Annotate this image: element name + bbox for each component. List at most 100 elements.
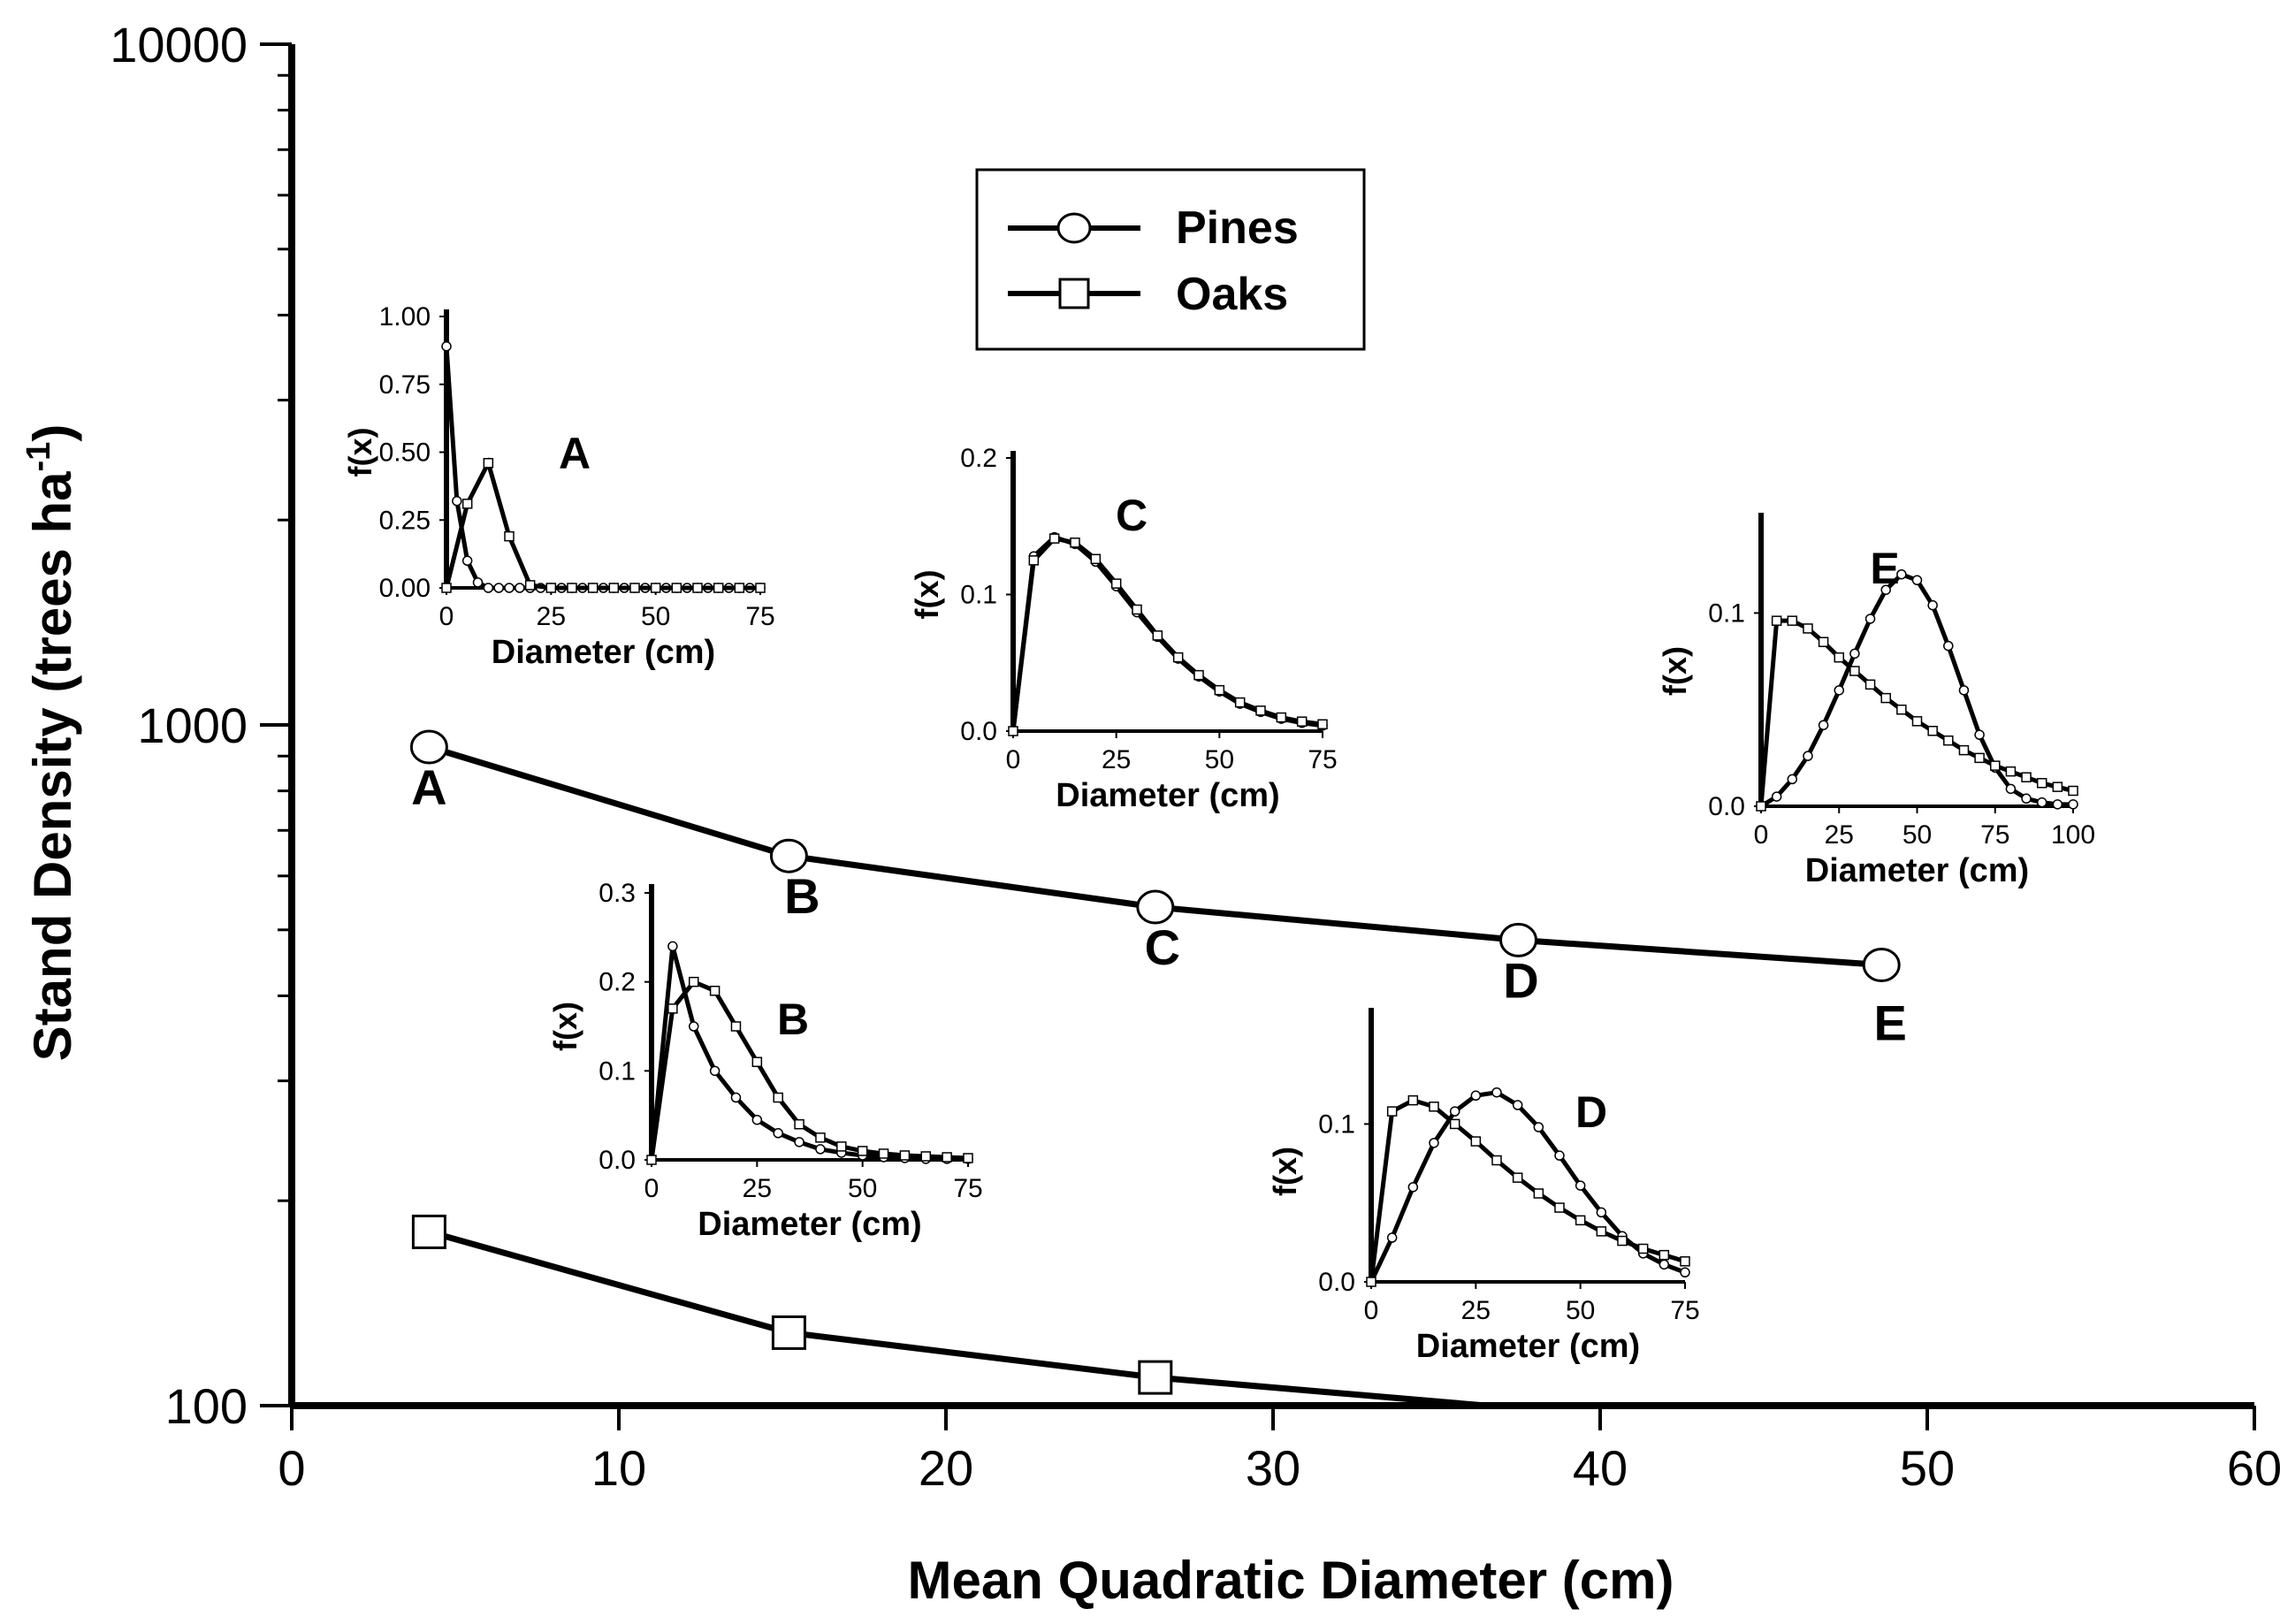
- inset-oaks-point: [2052, 782, 2063, 792]
- legend-oaks-label: Oaks: [1176, 269, 1288, 320]
- x-axis-title: Mean Quadratic Diameter (cm): [908, 1551, 1674, 1610]
- inset-y-label: f(x): [342, 428, 378, 477]
- inset-B: 0.0 0.1 0.2 0.3 0 25 50 75 Diameter (cm) f(x) B: [547, 879, 983, 1243]
- inset-oaks-point: [1834, 652, 1844, 663]
- inset-panel-label: E: [1870, 544, 1899, 593]
- inset-oaks-point: [1028, 555, 1040, 566]
- inset-pines-point: [2052, 799, 2063, 810]
- y-axis-title: Stand Density (trees ha-1): [20, 424, 82, 1062]
- inset-oaks-point: [646, 1155, 657, 1165]
- inset-y-tick-label: 0.0: [599, 1146, 636, 1175]
- inset-y-tick-label: 0.0: [1318, 1268, 1355, 1297]
- inset-oaks-point: [942, 1152, 952, 1163]
- inset-pines-point: [1771, 791, 1782, 802]
- inset-x-tick-label: 0: [439, 602, 454, 631]
- inset-pines-point: [483, 583, 494, 593]
- inset-pines-point: [1911, 575, 1923, 586]
- inset-pines-point: [1596, 1207, 1607, 1218]
- point-label: B: [784, 868, 820, 924]
- inset-A: 0.00 0.25 0.50 0.75 1.00 0 25 50 75 Diameter (cm)…: [342, 302, 775, 671]
- inset-oaks-point: [608, 583, 620, 593]
- inset-pines-point: [1533, 1122, 1544, 1132]
- inset-y-label: f(x): [547, 1002, 583, 1051]
- inset-y-tick-label: 1.00: [379, 302, 431, 332]
- inset-oaks-point: [1070, 538, 1080, 548]
- inset-pines-point: [709, 1065, 721, 1077]
- inset-pines-point: [1927, 599, 1938, 611]
- inset-y-tick-label: 0.0: [1708, 792, 1745, 821]
- inset-oaks-point: [1296, 716, 1308, 727]
- inset-pines-point: [504, 583, 515, 593]
- inset-oaks-point: [504, 530, 515, 542]
- inset-pines-point: [773, 1128, 783, 1139]
- inset-oaks-point: [794, 1118, 804, 1130]
- x-tick-label: 30: [1246, 1440, 1300, 1496]
- inset-oaks-point: [1680, 1256, 1690, 1267]
- inset-oaks-point: [1596, 1226, 1607, 1237]
- inset-panel-label: C: [1116, 491, 1148, 540]
- inset-oaks-point: [1911, 716, 1923, 727]
- inset-y-tick-label: 0.3: [599, 879, 636, 908]
- inset-x-label: Diameter (cm): [1805, 852, 2029, 889]
- inset-oaks-point: [2068, 785, 2078, 797]
- inset-oaks-point: [1512, 1172, 1523, 1183]
- inset-oaks-point: [1533, 1188, 1544, 1199]
- inset-y-tick-label: 0.75: [379, 370, 431, 400]
- inset-oaks-point: [1234, 697, 1246, 708]
- inset-pines-point: [1849, 648, 1860, 660]
- inset-x-tick-label: 25: [1825, 820, 1854, 850]
- inset-panel-label: D: [1575, 1087, 1607, 1137]
- inset-pines-point: [1449, 1106, 1460, 1117]
- main-series: A B C D E: [409, 729, 1907, 1409]
- oaks-line: [428, 1229, 1486, 1409]
- inset-pines-point: [1680, 1267, 1690, 1278]
- inset-oaks-point: [1554, 1202, 1565, 1213]
- inset-y-tick-label: 0.1: [599, 1056, 636, 1086]
- inset-x-tick-label: 75: [953, 1174, 982, 1203]
- inset-x-label: Diameter (cm): [492, 634, 715, 671]
- x-tick-label: 20: [919, 1440, 973, 1496]
- inset-pines-point: [1429, 1138, 1439, 1148]
- inset-oaks-point: [1152, 630, 1163, 641]
- inset-oaks-point: [1849, 666, 1860, 676]
- inset-pines-point: [1787, 774, 1798, 785]
- inset-oaks-point: [899, 1150, 911, 1161]
- inset-oaks-point: [483, 458, 494, 469]
- inset-y-tick-label: 0.1: [1318, 1109, 1355, 1139]
- inset-pines-point: [472, 577, 484, 588]
- inset-oaks-point: [1193, 669, 1204, 681]
- inset-oaks-point: [1090, 553, 1102, 565]
- inset-pines-point: [751, 1114, 763, 1125]
- inset-oaks-point: [815, 1132, 826, 1143]
- inset-oaks-point: [1366, 1277, 1376, 1287]
- inset-oaks-point: [1880, 692, 1891, 704]
- inset-y-label: f(x): [1267, 1147, 1303, 1196]
- inset-oaks-point: [1756, 801, 1766, 812]
- inset-oaks-point: [713, 583, 724, 593]
- x-tick-label: 60: [2227, 1440, 2280, 1496]
- point-label: A: [411, 759, 446, 815]
- point-label: D: [1503, 952, 1538, 1008]
- inset-oaks-point: [667, 1003, 678, 1014]
- oaks-point: [411, 1214, 446, 1249]
- inset-oaks-point: [755, 583, 766, 593]
- inset-oaks-point: [1864, 679, 1876, 690]
- inset-pines-point: [667, 941, 678, 952]
- inset-oaks-point: [441, 583, 452, 593]
- inset-oaks-point: [1990, 760, 2001, 771]
- inset-pines-line: [649, 945, 968, 1162]
- inset-pines-point: [815, 1144, 826, 1155]
- inset-y-label: f(x): [909, 570, 945, 620]
- inset-y-tick-label: 0.25: [379, 506, 431, 535]
- point-label: E: [1874, 995, 1907, 1051]
- inset-oaks-point: [1132, 604, 1142, 615]
- inset-oaks-point: [1896, 704, 1907, 715]
- inset-pines-point: [1958, 685, 1970, 696]
- inset-oaks-point: [1575, 1215, 1586, 1226]
- legend-pines-label: Pines: [1176, 202, 1299, 254]
- inset-pines-point: [1512, 1100, 1523, 1110]
- inset-x-tick-label: 75: [1980, 820, 2009, 850]
- inset-x-tick-label: 50: [1566, 1296, 1595, 1325]
- inset-pines-point: [1575, 1180, 1586, 1191]
